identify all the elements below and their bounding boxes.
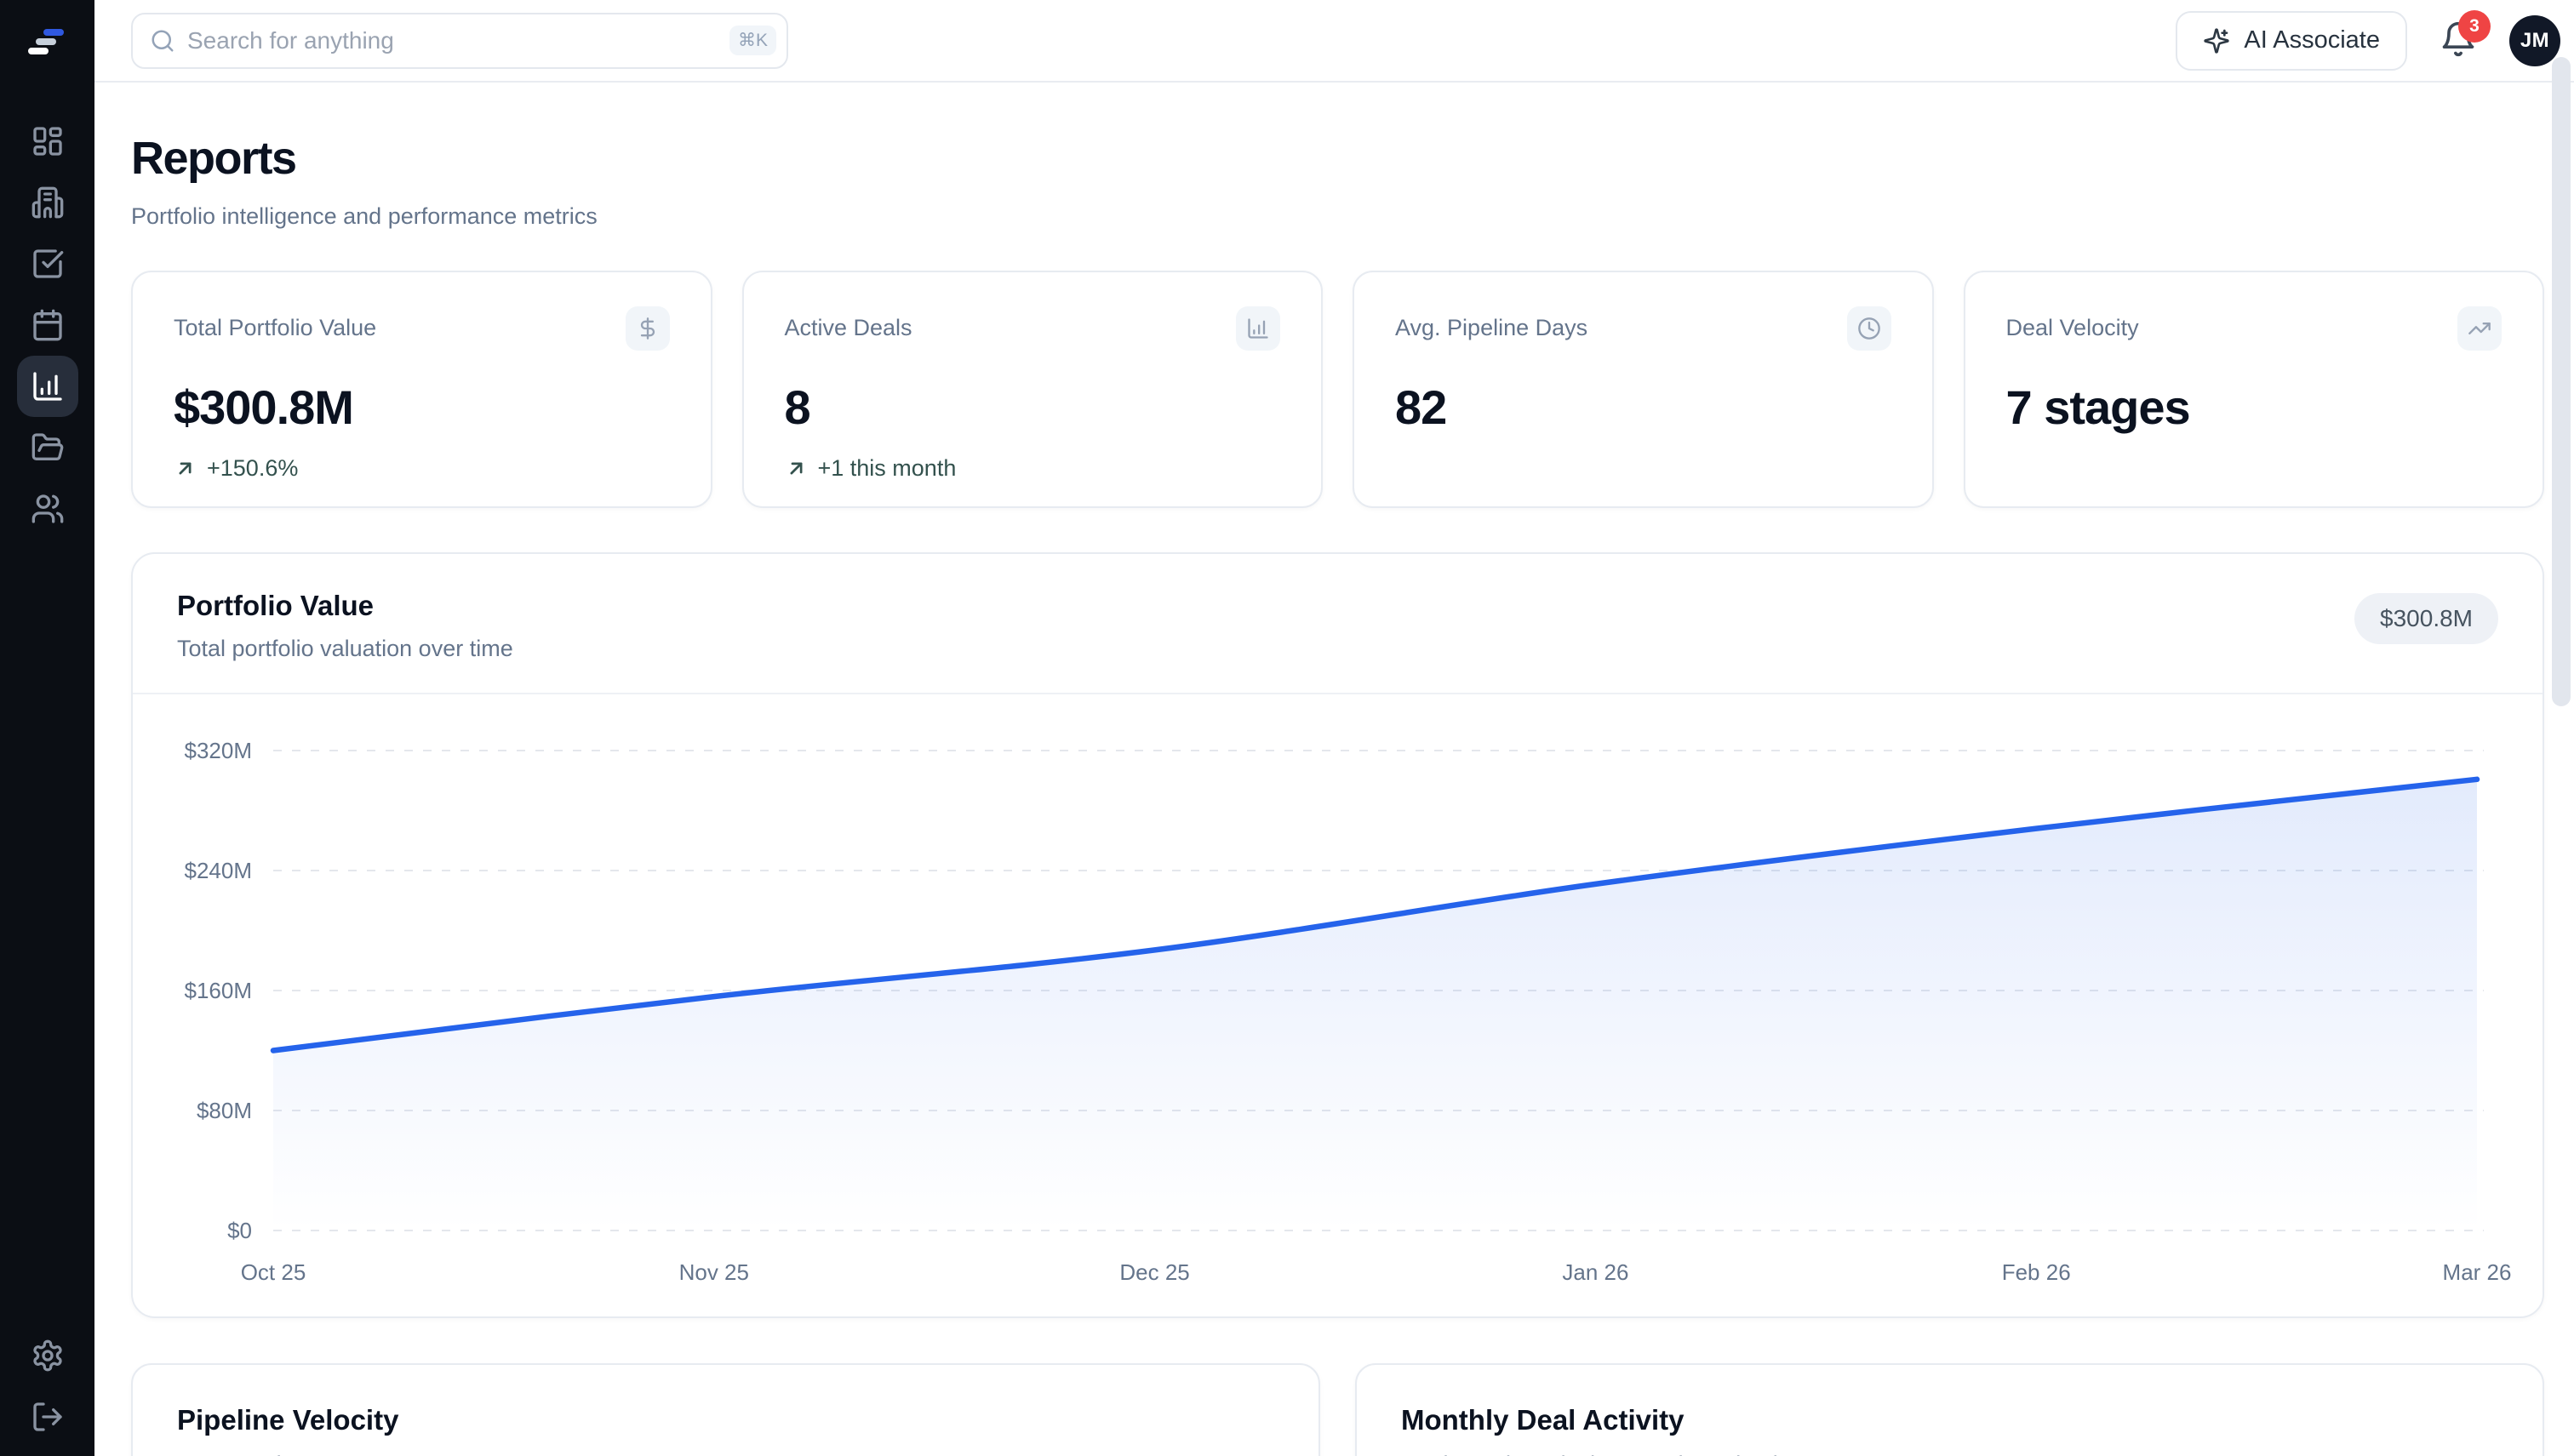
pipeline-velocity-card: Pipeline Velocity Average days per stage bbox=[131, 1363, 1320, 1456]
sidebar-footer bbox=[17, 1325, 78, 1447]
logo-bar bbox=[27, 48, 49, 54]
page-subtitle: Portfolio intelligence and performance m… bbox=[131, 203, 598, 229]
ai-associate-button[interactable]: AI Associate bbox=[2176, 10, 2407, 71]
page-title: Reports bbox=[131, 133, 297, 184]
stat-value: 7 stages bbox=[2005, 380, 2191, 434]
search-icon bbox=[152, 30, 174, 51]
search-box[interactable]: ⌘K bbox=[131, 12, 788, 69]
folder-open-icon bbox=[31, 433, 63, 461]
logout-icon bbox=[32, 1402, 62, 1431]
monthly-deal-activity-card: Monthly Deal Activity Deal creation, clo… bbox=[1355, 1363, 2544, 1456]
stat-value: $300.8M bbox=[174, 380, 354, 434]
arrow-up-right-icon bbox=[790, 462, 802, 475]
main-content: Reports Portfolio intelligence and perfo… bbox=[94, 83, 2574, 1456]
sidebar-item-companies[interactable] bbox=[17, 172, 78, 233]
stat-card-active-deals: Active Deals 8 +1 this month bbox=[741, 271, 1323, 508]
portfolio-value-subtitle: Total portfolio valuation over time bbox=[177, 636, 513, 661]
stat-card-deal-velocity: Deal Velocity 7 stages bbox=[1963, 271, 2544, 508]
sparkles-icon bbox=[2204, 27, 2230, 54]
svg-text:Oct 25: Oct 25 bbox=[241, 1259, 306, 1285]
svg-text:Nov 25: Nov 25 bbox=[679, 1259, 749, 1285]
svg-text:Mar 26: Mar 26 bbox=[2443, 1259, 2512, 1285]
sidebar-item-contacts[interactable] bbox=[17, 478, 78, 540]
clock-icon bbox=[1846, 306, 1891, 351]
sidebar-item-documents[interactable] bbox=[17, 417, 78, 478]
stat-label: Avg. Pipeline Days bbox=[1395, 315, 1588, 340]
svg-text:$0: $0 bbox=[227, 1218, 252, 1243]
svg-text:$160M: $160M bbox=[185, 978, 253, 1003]
monthly-deal-activity-title: Monthly Deal Activity bbox=[1401, 1404, 1685, 1436]
ai-associate-label: AI Associate bbox=[2244, 26, 2380, 54]
page-scrollbar[interactable] bbox=[2552, 57, 2571, 706]
arrow-up-right-icon bbox=[179, 462, 192, 475]
logo-bar bbox=[35, 38, 56, 45]
layout-dashboard-icon bbox=[32, 127, 62, 156]
portfolio-area-chart: $0 $80M $160M $240M $320M Oct 25 Nov 25 Dec 25 J… bbox=[185, 738, 2512, 1285]
stat-value: 82 bbox=[1395, 380, 1447, 434]
stat-trend: +150.6% bbox=[174, 455, 670, 482]
user-avatar[interactable]: JM bbox=[2509, 14, 2560, 66]
svg-text:Feb 26: Feb 26 bbox=[2002, 1259, 2071, 1285]
svg-text:$320M: $320M bbox=[185, 738, 253, 763]
stats-row: Total Portfolio Value $300.8M +150.6% Ac… bbox=[131, 271, 2544, 508]
stat-label: Total Portfolio Value bbox=[174, 315, 377, 340]
notification-badge: 3 bbox=[2458, 9, 2491, 43]
logo-bar bbox=[43, 29, 64, 36]
stat-card-avg-pipeline-days: Avg. Pipeline Days 82 bbox=[1353, 271, 1934, 508]
calendar-icon bbox=[32, 309, 62, 341]
stat-trend: +1 this month bbox=[785, 455, 1281, 482]
pipeline-velocity-subtitle: Average days per stage bbox=[177, 1452, 1274, 1456]
svg-text:$240M: $240M bbox=[185, 858, 253, 883]
topbar: ⌘K AI Associate 3 JM bbox=[94, 0, 2574, 83]
users-icon bbox=[31, 494, 63, 523]
notifications-button[interactable]: 3 bbox=[2434, 9, 2491, 65]
sidebar-item-tasks[interactable] bbox=[17, 233, 78, 294]
gear-icon bbox=[32, 1339, 62, 1372]
portfolio-value-title: Portfolio Value bbox=[177, 590, 375, 621]
bottom-cards-row: Pipeline Velocity Average days per stage… bbox=[131, 1363, 2544, 1456]
bar-chart-icon bbox=[1236, 306, 1280, 351]
search-input[interactable] bbox=[187, 26, 718, 54]
dollar-sign-icon bbox=[625, 306, 670, 351]
stat-card-total-portfolio-value: Total Portfolio Value $300.8M +150.6% bbox=[131, 271, 712, 508]
sidebar-item-reports[interactable] bbox=[16, 356, 78, 417]
stat-value: 8 bbox=[784, 380, 811, 434]
bar-chart-icon bbox=[32, 372, 62, 401]
stat-label: Deal Velocity bbox=[2005, 315, 2139, 340]
topbar-actions: AI Associate 3 JM bbox=[2176, 9, 2560, 71]
portfolio-value-card: Portfolio Value Total portfolio valuatio… bbox=[131, 552, 2544, 1318]
sidebar-item-logout[interactable] bbox=[17, 1386, 78, 1447]
sidebar-item-dashboard[interactable] bbox=[17, 111, 78, 172]
sidebar-item-calendar[interactable] bbox=[17, 294, 78, 356]
pipeline-velocity-title: Pipeline Velocity bbox=[177, 1404, 399, 1436]
svg-text:Jan 26: Jan 26 bbox=[1562, 1259, 1628, 1285]
svg-text:$80M: $80M bbox=[197, 1098, 252, 1123]
building-icon bbox=[31, 186, 63, 219]
stat-label: Active Deals bbox=[784, 315, 912, 340]
monthly-deal-activity-subtitle: Deal creation, closings, and termination… bbox=[1401, 1452, 2498, 1456]
app-logo[interactable] bbox=[27, 29, 67, 54]
trending-up-icon bbox=[2457, 306, 2502, 351]
portfolio-value-chart-area: $0 $80M $160M $240M $320M Oct 25 Nov 25 Dec 25 J… bbox=[133, 694, 2543, 1316]
svg-text:Dec 25: Dec 25 bbox=[1119, 1259, 1189, 1285]
sidebar-item-settings[interactable] bbox=[17, 1325, 78, 1386]
sidebar-nav bbox=[16, 111, 78, 540]
sidebar bbox=[0, 0, 94, 1456]
portfolio-value-badge: $300.8M bbox=[2354, 593, 2498, 644]
search-shortcut-badge: ⌘K bbox=[729, 26, 776, 55]
portfolio-value-card-header: Portfolio Value Total portfolio valuatio… bbox=[133, 554, 2543, 694]
check-square-icon bbox=[32, 249, 63, 278]
